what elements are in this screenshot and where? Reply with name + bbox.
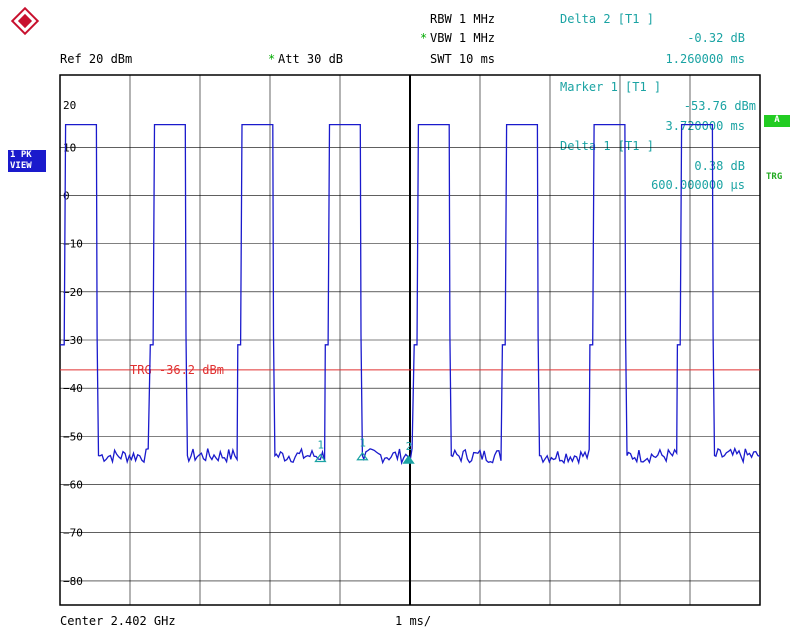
delta1-time: 600.000000 µs bbox=[651, 178, 745, 192]
a-badge: A bbox=[764, 115, 790, 127]
y-tick-labels: 20 10 0 −10 −20 −30 −40 −50 −60 −70 −80 bbox=[63, 99, 83, 588]
delta2-title: Delta 2 [T1 ] bbox=[560, 12, 654, 26]
y-tick-label: −60 bbox=[63, 479, 83, 492]
marker-label: 1 bbox=[359, 437, 366, 450]
attenuation-label: Att 30 dB bbox=[278, 52, 344, 66]
trigger-label: TRG -36.2 dBm bbox=[130, 363, 224, 377]
att-modified-mark: * bbox=[268, 52, 276, 66]
delta1-title: Delta 1 [T1 ] bbox=[560, 139, 654, 153]
y-tick-label: −30 bbox=[63, 334, 83, 347]
marker-point bbox=[356, 451, 369, 461]
y-tick-label: −20 bbox=[63, 286, 83, 299]
marker1-time: 3.720000 ms bbox=[665, 119, 745, 133]
center-frequency-label: Center 2.402 GHz bbox=[60, 614, 176, 628]
reference-level-label: Ref 20 dBm bbox=[60, 52, 133, 66]
delta2-time: 1.260000 ms bbox=[665, 52, 745, 66]
rbw-label: RBW 1 MHz bbox=[430, 12, 496, 26]
y-tick-label: 10 bbox=[63, 141, 76, 154]
marker-point bbox=[402, 455, 415, 464]
y-tick-label: −10 bbox=[63, 238, 83, 251]
sweep-time-label: SWT 10 ms bbox=[430, 52, 496, 66]
y-tick-label: −70 bbox=[63, 527, 83, 540]
trace-mode-badge: 1 PK VIEW bbox=[8, 150, 46, 172]
y-tick-label: 20 bbox=[63, 99, 76, 112]
y-tick-label: −80 bbox=[63, 575, 83, 588]
marker1-title: Marker 1 [T1 ] bbox=[560, 80, 662, 94]
y-tick-label: −50 bbox=[63, 430, 83, 443]
vbw-modified-mark: * bbox=[420, 31, 428, 45]
marker-point bbox=[314, 453, 327, 463]
trace-mode-line2: VIEW bbox=[10, 161, 32, 171]
trigger-badge: TRG bbox=[766, 172, 783, 182]
trace-mode-line1: 1 PK bbox=[10, 150, 32, 160]
y-tick-label: −40 bbox=[63, 382, 83, 395]
delta2-value: -0.32 dB bbox=[687, 31, 745, 45]
marker-label: 2 bbox=[406, 440, 413, 453]
rohde-schwarz-logo-icon bbox=[10, 6, 40, 36]
marker-points: 1 1 2 bbox=[314, 437, 415, 464]
marker1-value: -53.76 dBm bbox=[683, 99, 756, 113]
y-tick-label: 0 bbox=[63, 189, 70, 202]
plot-grid bbox=[59, 74, 761, 606]
marker-label: 1 bbox=[317, 438, 324, 451]
span-per-division-label: 1 ms/ bbox=[395, 614, 432, 628]
vbw-label: VBW 1 MHz bbox=[430, 31, 496, 45]
delta1-value: 0.38 dB bbox=[694, 159, 745, 173]
